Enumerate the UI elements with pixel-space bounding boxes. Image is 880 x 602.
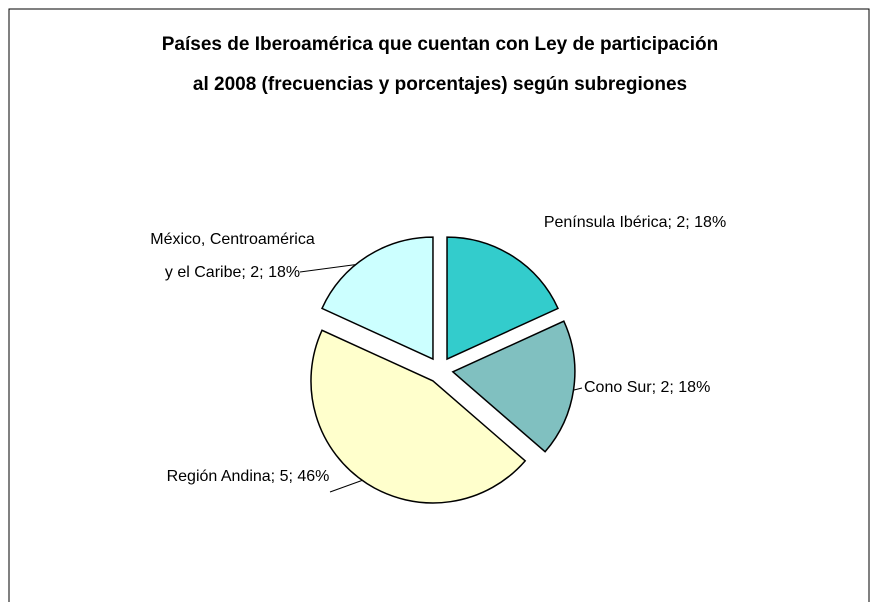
pie-slice <box>310 329 527 504</box>
pie-slice <box>451 320 576 453</box>
leader-line <box>299 263 361 273</box>
leader-line <box>329 478 367 493</box>
data-label: Cono Sur; 2; 18% <box>584 379 711 396</box>
chart-title: Países de Iberoamérica que cuentan con L… <box>161 34 719 55</box>
data-label: México, Centroamérica y el Caribe; 2; 18… <box>150 231 315 281</box>
pie-slice <box>446 236 559 361</box>
chart-title: al 2008 (frecuencias y porcentajes) segú… <box>192 74 688 95</box>
data-label: Península Ibérica; 2; 18% <box>543 214 727 231</box>
chart-frame <box>8 8 870 602</box>
pie-slice <box>321 236 434 361</box>
data-label: Región Andina; 5; 46% <box>166 468 330 485</box>
